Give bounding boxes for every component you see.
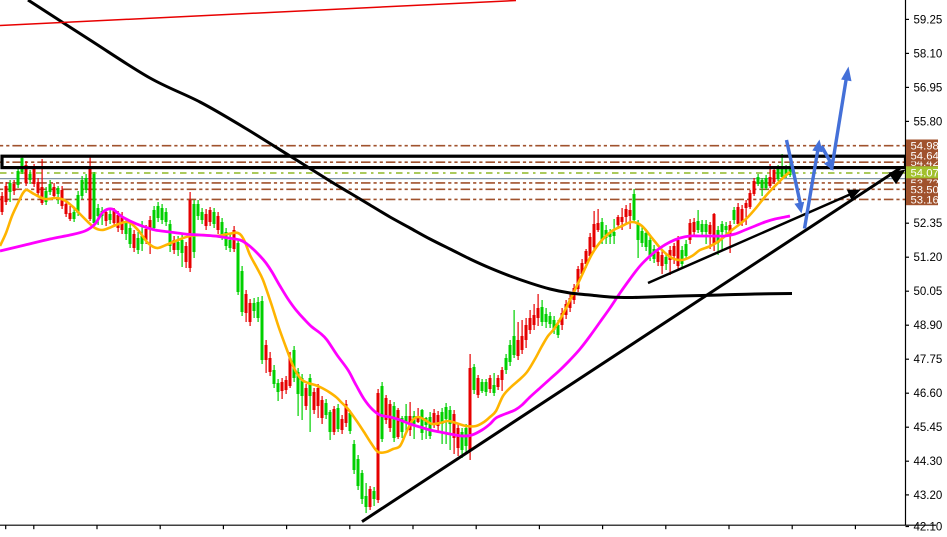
svg-text:44.30: 44.30: [914, 456, 943, 468]
svg-text:54.07: 54.07: [911, 168, 939, 180]
svg-text:45.45: 45.45: [914, 422, 943, 434]
svg-text:52.35: 52.35: [914, 218, 943, 230]
svg-text:43.20: 43.20: [914, 490, 943, 502]
svg-text:42.10: 42.10: [914, 522, 943, 533]
svg-text:48.90: 48.90: [914, 320, 943, 332]
svg-text:46.60: 46.60: [914, 388, 943, 400]
svg-text:55.80: 55.80: [914, 116, 943, 128]
svg-text:59.25: 59.25: [914, 14, 943, 26]
svg-text:53.16: 53.16: [911, 194, 939, 206]
svg-text:56.95: 56.95: [914, 82, 943, 94]
svg-text:58.10: 58.10: [914, 48, 943, 60]
svg-text:51.20: 51.20: [914, 252, 943, 264]
svg-text:54.64: 54.64: [911, 151, 939, 163]
svg-text:50.05: 50.05: [914, 286, 943, 298]
svg-text:47.75: 47.75: [914, 354, 943, 366]
